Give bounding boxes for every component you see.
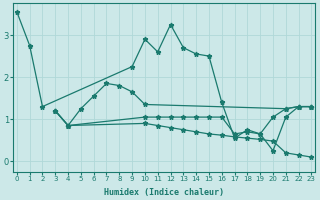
X-axis label: Humidex (Indice chaleur): Humidex (Indice chaleur) <box>104 188 224 197</box>
